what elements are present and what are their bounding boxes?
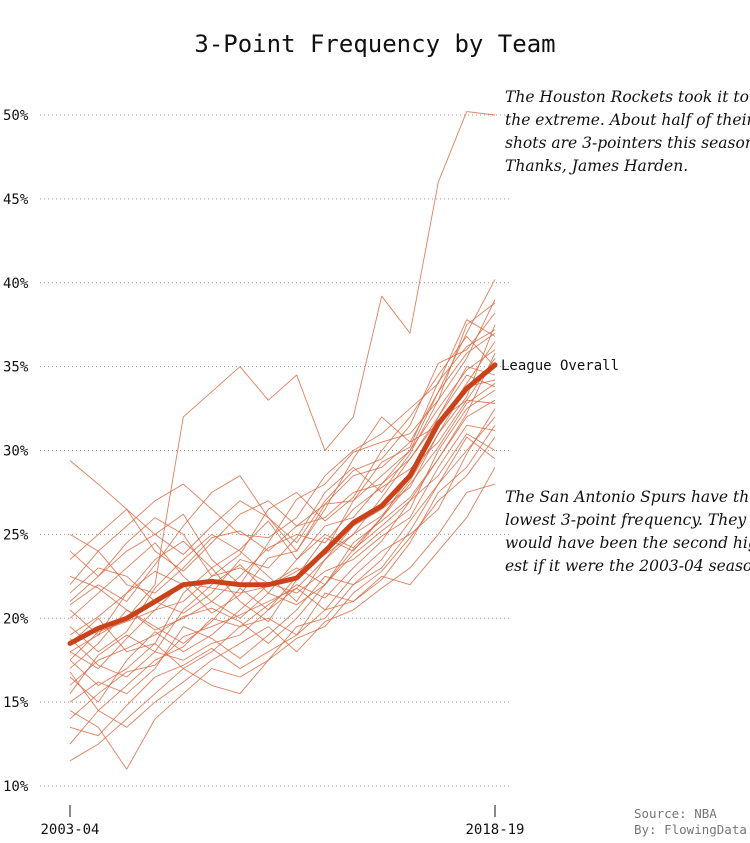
team-series-line <box>69 467 496 686</box>
team-series-line <box>69 299 496 614</box>
league-overall-line <box>67 362 498 646</box>
y-tick-label: 50% <box>3 108 29 124</box>
spurs-annotation-line-3: would have been the second high- <box>505 534 750 552</box>
rockets-annotation: The Houston Rockets took it to the extre… <box>505 88 750 175</box>
team-series-line <box>69 312 496 555</box>
team-series-line <box>69 436 496 762</box>
x-tick-label: 2003-04 <box>40 822 99 838</box>
league-overall-label: League Overall <box>501 358 619 374</box>
team-series-line <box>69 332 496 606</box>
y-tick-label: 25% <box>3 527 29 543</box>
spurs-annotation-line-4: est if it were the 2003-04 season. <box>505 557 750 575</box>
rockets-annotation-line-1: The Houston Rockets took it to <box>505 88 749 106</box>
team-series-line <box>69 416 496 770</box>
team-series-line <box>69 436 496 703</box>
source-credit: Source: NBA <box>634 806 717 821</box>
team-series-line <box>69 349 496 594</box>
rockets-annotation-line-2: the extreme. About half of their <box>505 111 750 129</box>
chart-title: 3-Point Frequency by Team <box>194 30 555 58</box>
team-series-line <box>69 424 496 670</box>
team-series-line <box>69 279 496 653</box>
grid <box>40 114 510 787</box>
team-series-line <box>69 319 496 585</box>
byline-credit: By: FlowingData <box>634 822 747 837</box>
team-series-line <box>69 383 496 669</box>
team-lines <box>69 111 496 770</box>
x-tick-label: 2018-19 <box>465 822 524 838</box>
y-tick-label: 40% <box>3 276 29 292</box>
y-tick-label: 15% <box>3 695 29 711</box>
y-tick-label: 45% <box>3 192 29 208</box>
y-tick-label: 30% <box>3 444 29 460</box>
spurs-annotation-line-1: The San Antonio Spurs have the <box>505 488 750 506</box>
team-series-line <box>69 408 496 694</box>
team-series-line <box>69 483 496 728</box>
spurs-annotation-line-2: lowest 3-point frequency. They <box>505 511 746 529</box>
y-tick-label: 20% <box>3 611 29 627</box>
team-series-line <box>69 302 496 602</box>
rockets-annotation-line-3: shots are 3-pointers this season. <box>505 134 750 152</box>
league-line-group <box>67 362 498 646</box>
team-series-line <box>69 374 496 619</box>
axes: 10% 15% 20% 25% 30% 35% 40% 45% 50% 2003-04 2018-1… <box>3 108 525 838</box>
team-series-line <box>69 353 496 678</box>
team-series-line <box>69 324 496 653</box>
team-series-line <box>69 433 496 745</box>
team-series-line <box>69 329 496 636</box>
rockets-annotation-line-4: Thanks, James Harden. <box>505 157 688 175</box>
team-series-line <box>69 399 496 631</box>
y-tick-label: 10% <box>3 779 29 795</box>
team-series-line <box>69 111 496 653</box>
spurs-annotation: The San Antonio Spurs have the lowest 3-… <box>505 488 750 575</box>
y-tick-label: 35% <box>3 360 29 376</box>
